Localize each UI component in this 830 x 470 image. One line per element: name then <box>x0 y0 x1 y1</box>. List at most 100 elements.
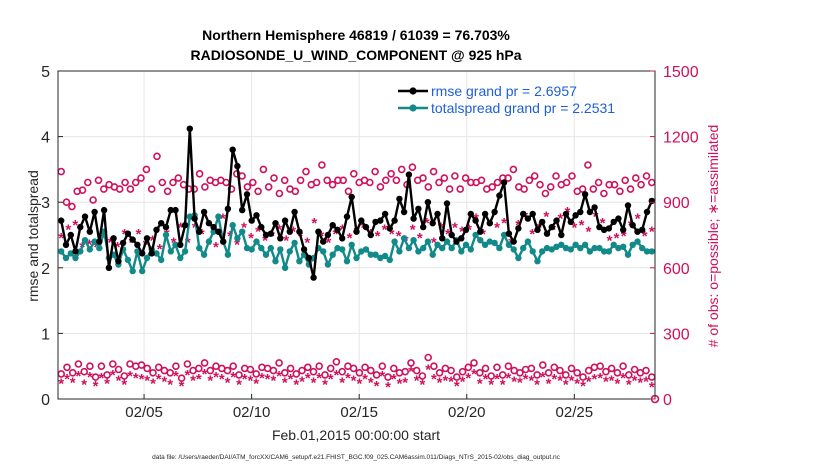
obs-possible-low-marker <box>584 366 593 375</box>
totalspread-point <box>567 246 574 253</box>
rmse-point <box>520 210 527 218</box>
obs-possible-low-marker <box>475 368 484 377</box>
obs-assimilated-low-marker: * <box>236 377 242 394</box>
obs-possible-low-marker <box>458 367 467 376</box>
obs-possible-low-marker <box>579 373 587 381</box>
rmse-point <box>281 217 289 224</box>
rmse-point <box>524 215 532 222</box>
right-tick-label: 900 <box>663 195 690 212</box>
obs-possible-low-marker <box>464 363 473 372</box>
x-tick-label: 02/10 <box>233 404 271 421</box>
obs-possible-low-marker <box>229 362 237 371</box>
right-tick-label: 1200 <box>663 130 699 147</box>
rmse-point <box>153 226 160 233</box>
rmse-point <box>548 223 555 231</box>
obs-possible-low-marker <box>619 362 627 371</box>
obs-possible-high-marker <box>387 170 395 178</box>
rmse-point <box>210 223 217 231</box>
obs-assimilated-low-marker: * <box>87 369 93 386</box>
totalspread-point <box>91 238 98 245</box>
obs-assimilated-high-marker: * <box>649 224 655 241</box>
obs-possible-high-marker <box>365 178 374 187</box>
rmse-point <box>67 231 75 239</box>
obs-possible-high-marker <box>137 174 145 182</box>
obs-possible-high-marker <box>195 170 204 178</box>
obs-possible-low-marker <box>315 362 324 371</box>
obs-assimilated-low-marker: * <box>534 377 540 394</box>
obs-possible-low-marker <box>378 362 387 371</box>
obs-possible-high-marker <box>259 165 268 174</box>
rmse-point <box>472 217 479 224</box>
obs-possible-high-marker <box>584 161 592 169</box>
obs-assimilated-low-marker: * <box>368 375 374 392</box>
obs-assimilated-low-marker: * <box>454 378 460 395</box>
obs-assimilated-high-marker: * <box>579 217 585 234</box>
obs-possible-high-marker <box>445 185 454 193</box>
obs-possible-low-marker <box>91 373 100 381</box>
obs-assimilated-high-marker: * <box>557 211 563 228</box>
obs-assimilated-low-marker: * <box>121 377 127 394</box>
legend: rmse grand pr = 2.6957 totalspread grand… <box>398 83 615 116</box>
rmse-point <box>148 250 155 257</box>
totalspread-point <box>634 238 641 245</box>
rmse-point <box>610 218 617 226</box>
rmse-point <box>220 238 227 245</box>
rmse-point <box>591 204 598 211</box>
totalspread-point <box>458 248 465 255</box>
obs-possible-high-marker <box>302 167 310 176</box>
rmse-point <box>181 222 189 229</box>
obs-assimilated-high-marker: * <box>410 221 416 238</box>
totalspread-point <box>396 248 403 255</box>
rmse-point <box>177 241 184 248</box>
totalspread-point <box>429 251 436 258</box>
totalspread-point <box>405 244 413 252</box>
obs-possible-low-marker <box>624 371 633 379</box>
obs-assimilated-low-marker: * <box>597 370 603 387</box>
obs-possible-high-marker <box>349 170 358 178</box>
obs-assimilated-high-marker: * <box>494 219 500 236</box>
rmse-point <box>381 210 389 218</box>
rmse-point <box>139 250 146 257</box>
obs-assimilated-low-marker: * <box>637 375 643 392</box>
rmse-point <box>567 218 574 226</box>
rmse-point <box>267 230 274 237</box>
rmse-point <box>562 210 570 218</box>
rmse-point <box>339 235 346 242</box>
totalspread-point <box>139 267 146 275</box>
rmse-point <box>167 206 174 214</box>
obs-assimilated-high-marker: * <box>501 215 507 232</box>
rmse-point <box>243 191 251 198</box>
obs-assimilated-high-marker: * <box>129 235 135 252</box>
legend-spread-marker <box>409 104 417 112</box>
obs-assimilated-low-marker: * <box>339 375 345 392</box>
rmse-point <box>462 226 470 233</box>
obs-assimilated-low-marker: * <box>230 369 236 386</box>
totalspread-point <box>367 251 374 258</box>
obs-possible-low-marker <box>120 372 129 380</box>
obs-assimilated-high-marker: * <box>347 230 353 247</box>
totalspread-point <box>96 244 103 252</box>
totalspread-point <box>520 244 527 252</box>
rmse-series <box>58 125 655 281</box>
totalspread-point <box>443 238 451 245</box>
obs-possible-low-marker <box>573 368 582 377</box>
left-tick-label: 4 <box>41 130 50 147</box>
obs-possible-high-marker <box>296 176 305 185</box>
totalspread-point <box>158 256 165 264</box>
totalspread-point <box>572 241 579 248</box>
obs-assimilated-high-marker: * <box>642 228 648 245</box>
totalspread-point <box>296 258 303 265</box>
totalspread-point <box>491 239 498 247</box>
rmse-point <box>286 228 293 235</box>
obs-assimilated-high-marker: * <box>241 219 247 236</box>
totalspread-point <box>467 246 474 253</box>
obs-assimilated-low-marker: * <box>104 376 110 393</box>
rmse-point <box>315 228 322 235</box>
obs-possible-low-marker <box>481 364 490 373</box>
obs-possible-high-marker <box>147 185 156 193</box>
obs-possible-high-marker <box>100 185 108 193</box>
totalspread-point <box>229 222 236 229</box>
totalspread-point <box>86 246 94 253</box>
